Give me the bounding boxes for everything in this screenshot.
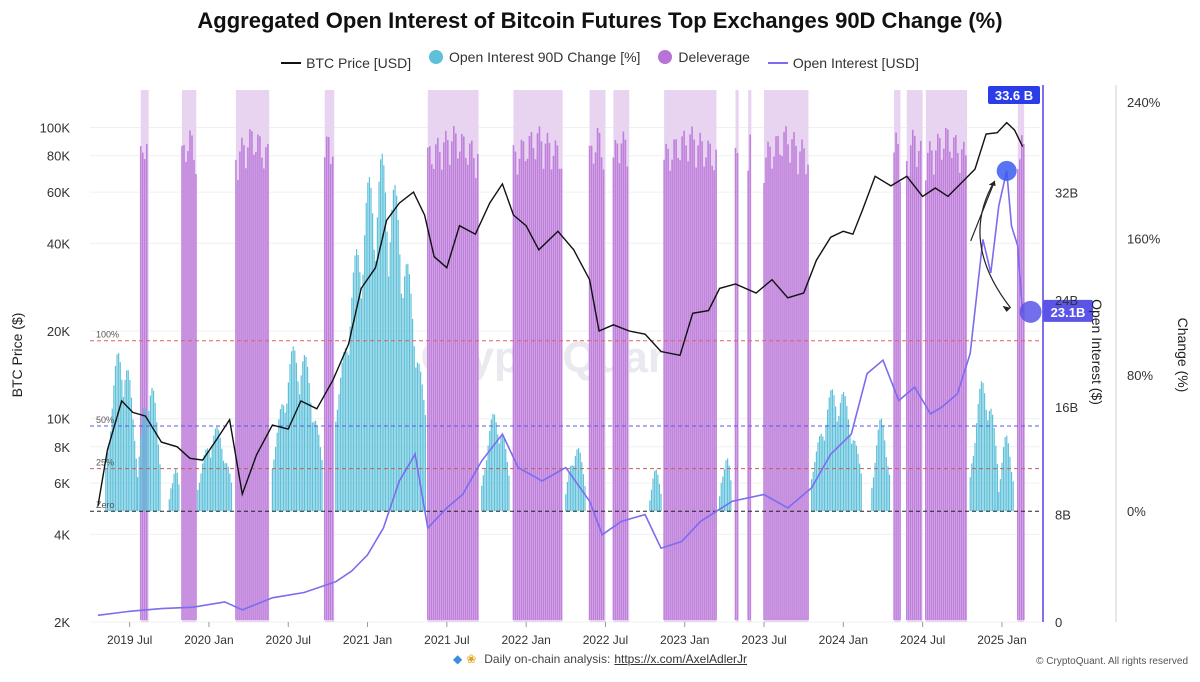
oi-peak-label: 33.6 B xyxy=(995,88,1033,103)
oi-tick-16b: 16B xyxy=(1055,400,1078,415)
oi-tick-8b: 8B xyxy=(1055,508,1071,523)
price-tick-20k: 20K xyxy=(47,324,70,339)
x-tick-11: 2025 Jan xyxy=(977,633,1026,647)
legend-swatch-open-interest xyxy=(767,62,788,64)
pct-tick-240pct: 240% xyxy=(1127,95,1161,110)
deleverage-band-12 xyxy=(894,90,901,622)
price-tick-60k: 60K xyxy=(47,185,70,200)
footer-link[interactable]: https://x.com/AxelAdlerJr xyxy=(614,652,748,666)
price-tick-8k: 8K xyxy=(54,440,70,455)
oi-tick-32b: 32B xyxy=(1055,185,1078,200)
reference-label-1: 50% xyxy=(96,415,114,425)
oi-current-label-box xyxy=(1043,299,1093,322)
legend-item-oi-change[interactable]: Open Interest 90D Change [%] xyxy=(429,49,640,65)
x-tick-3: 2021 Jan xyxy=(343,633,392,647)
legend-label-deleverage: Deleverage xyxy=(678,49,750,65)
chart-title: Aggregated Open Interest of Bitcoin Futu… xyxy=(197,8,1003,33)
gem-icon: ◆ xyxy=(452,652,463,666)
deleverage-band-15 xyxy=(1017,90,1025,622)
legend-swatch-oi-change xyxy=(429,50,443,64)
oi-tick-0: 0 xyxy=(1055,615,1062,630)
price-tick-40k: 40K xyxy=(47,236,70,251)
x-tick-10: 2024 Jul xyxy=(900,633,945,647)
x-tick-9: 2024 Jan xyxy=(819,633,868,647)
pct-tick-0pct: 0% xyxy=(1127,504,1146,519)
chart-legend: BTC Price [USD] Open Interest 90D Change… xyxy=(0,49,1200,71)
y-axis-oi-title: Open Interest ($) xyxy=(1089,299,1105,405)
legend-item-btc-price[interactable]: BTC Price [USD] xyxy=(281,55,411,71)
price-tick-10k: 10K xyxy=(47,412,70,427)
oi-peak-label-box xyxy=(988,86,1040,104)
price-tick-80k: 80K xyxy=(47,149,70,164)
oi-tick-24b: 24B xyxy=(1055,293,1078,308)
footer-note-text: Daily on-chain analysis: xyxy=(484,652,611,666)
legend-swatch-deleverage xyxy=(658,50,673,64)
x-tick-8: 2023 Jul xyxy=(741,633,786,647)
oi-current-label: 23.1B xyxy=(1051,305,1086,320)
copyright-text: © CryptoQuant. All rights reserved xyxy=(1036,656,1188,667)
x-tick-2: 2020 Jul xyxy=(266,633,311,647)
x-tick-4: 2021 Jul xyxy=(424,633,469,647)
legend-item-deleverage[interactable]: Deleverage xyxy=(658,49,750,65)
legend-label-oi-change: Open Interest 90D Change [%] xyxy=(449,49,641,65)
annotation-arrow-up xyxy=(970,180,996,242)
footer-note: ◆ ❀ Daily on-chain analysis: https://x.com/… xyxy=(0,652,1200,666)
price-tick-2k: 2K xyxy=(54,615,70,630)
oi-peak-marker xyxy=(996,160,1017,181)
pct-tick-160pct: 160% xyxy=(1127,231,1161,246)
legend-label-open-interest: Open Interest [USD] xyxy=(792,55,919,71)
legend-swatch-btc-price xyxy=(281,62,302,64)
annotation-arrow-curve xyxy=(979,180,1012,309)
pct-tick-80pct: 80% xyxy=(1127,368,1153,383)
annotation-arrow-up-head xyxy=(988,180,996,186)
y-axis-right-title: Change (%) xyxy=(1175,318,1191,393)
price-tick-4k: 4K xyxy=(54,527,70,542)
x-tick-0: 2019 Jul xyxy=(107,633,152,647)
x-tick-5: 2022 Jan xyxy=(501,633,550,647)
open-interest-line xyxy=(97,170,1024,617)
legend-label-btc-price: BTC Price [USD] xyxy=(306,55,412,71)
annotation-arrow-head xyxy=(1002,305,1011,312)
reference-label-3: Zero xyxy=(96,500,115,510)
legend-item-open-interest[interactable]: Open Interest [USD] xyxy=(767,55,919,71)
y-axis-left-title: BTC Price ($) xyxy=(9,313,25,398)
x-tick-1: 2020 Jan xyxy=(184,633,233,647)
btc-price-line xyxy=(97,121,1024,507)
price-tick-6k: 6K xyxy=(54,476,70,491)
x-tick-7: 2023 Jan xyxy=(660,633,709,647)
x-tick-6: 2022 Jul xyxy=(583,633,628,647)
oi-current-marker xyxy=(1019,300,1042,323)
reference-label-0: 100% xyxy=(96,330,119,340)
price-tick-100k: 100K xyxy=(40,121,71,136)
raised-hands-icon: ❀ xyxy=(466,652,477,666)
